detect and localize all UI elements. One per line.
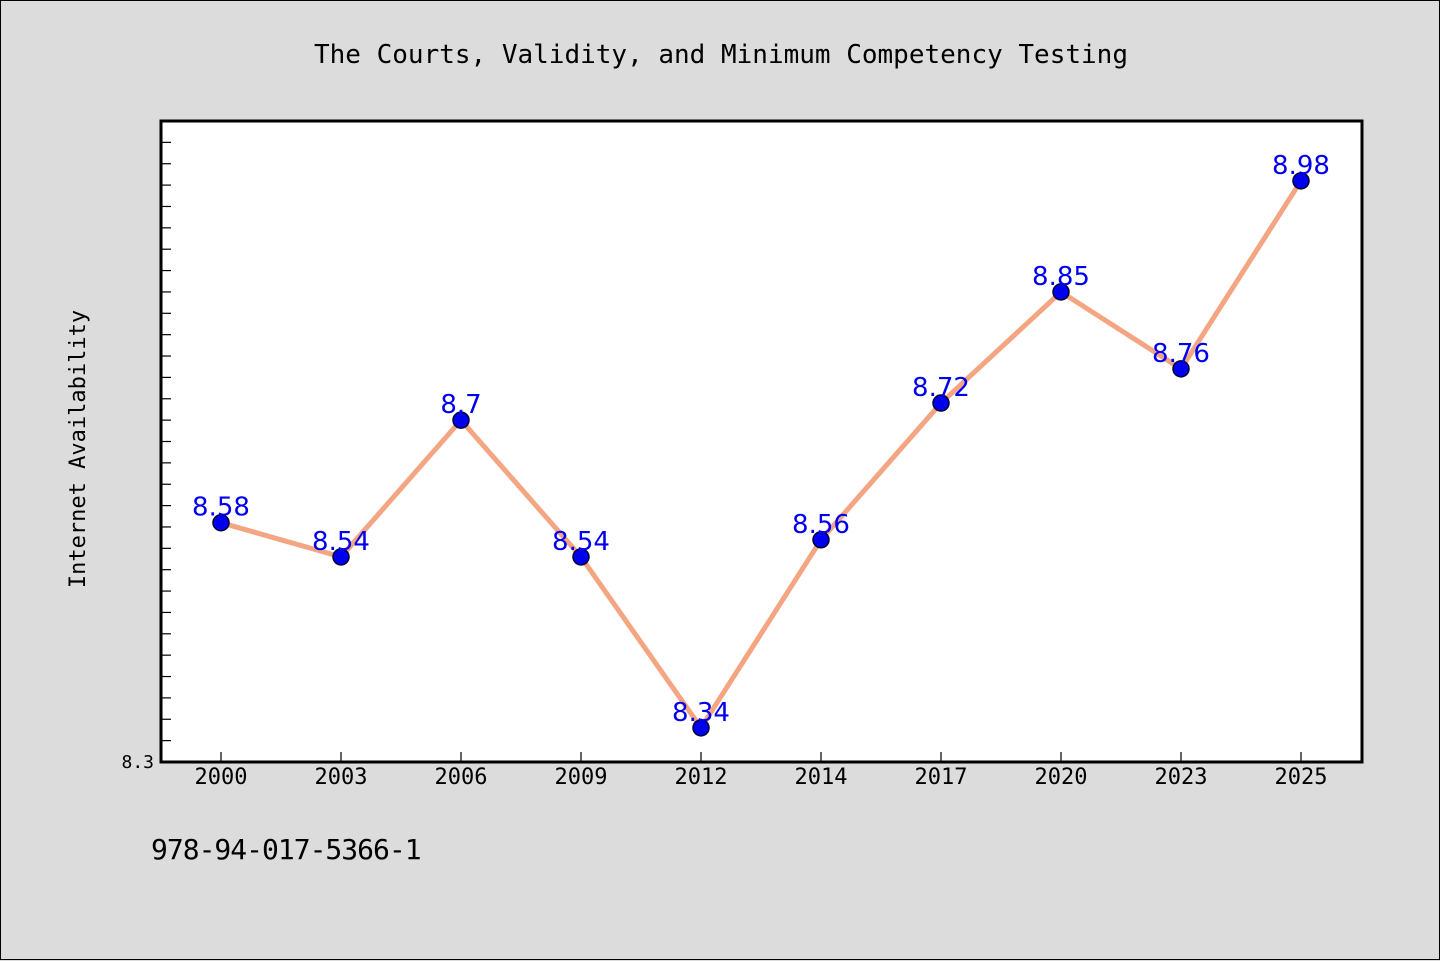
data-point xyxy=(572,548,590,566)
data-label: 8.34 xyxy=(672,698,730,728)
data-label: 8.54 xyxy=(552,527,610,557)
x-ticks xyxy=(220,752,1302,762)
data-point xyxy=(1172,360,1190,378)
data-label: 8.54 xyxy=(312,527,370,557)
data-point xyxy=(332,548,350,566)
x-tick-label: 2023 xyxy=(1155,765,1208,790)
y-axis-label: Internet Availability xyxy=(66,310,91,588)
data-point xyxy=(692,719,710,737)
data-labels: 8.58 8.54 8.7 8.54 8.34 8.56 8.72 8.85 8.76 8.98 xyxy=(192,151,1330,728)
data-label: 8.56 xyxy=(792,510,850,540)
data-label: 8.58 xyxy=(192,493,250,523)
data-point xyxy=(212,513,230,532)
data-label: 8.76 xyxy=(1152,339,1210,369)
x-tick-label: 2020 xyxy=(1035,765,1088,790)
data-label: 8.72 xyxy=(912,373,970,403)
y-tick-label: 8.3 xyxy=(121,752,154,773)
y-minor-ticks xyxy=(161,141,171,742)
data-point xyxy=(932,394,950,412)
chart-title: The Courts, Validity, and Minimum Compet… xyxy=(314,40,1128,70)
x-tick-label: 2009 xyxy=(555,765,608,790)
series-line xyxy=(220,179,1304,731)
data-label: 8.98 xyxy=(1272,151,1330,181)
data-label: 8.85 xyxy=(1032,262,1090,292)
x-tick-label: 2017 xyxy=(915,765,968,790)
x-tick-label: 2003 xyxy=(315,765,368,790)
data-point xyxy=(812,531,830,549)
plot-area xyxy=(159,119,1364,764)
data-markers xyxy=(212,172,1310,737)
x-tick-labels: 2000 2003 2006 2009 2012 2014 2017 2020 2023 2025 xyxy=(195,765,1328,790)
x-tick-label: 2014 xyxy=(795,765,848,790)
data-point xyxy=(452,411,470,429)
x-tick-label: 2006 xyxy=(435,765,488,790)
data-point xyxy=(1292,172,1310,190)
isbn-text: 978-94-017-5366-1 xyxy=(151,833,422,866)
x-tick-label: 2000 xyxy=(195,765,248,790)
data-point xyxy=(1052,283,1070,301)
data-label: 8.7 xyxy=(440,390,481,420)
x-tick-label: 2012 xyxy=(675,765,728,790)
x-tick-label: 2025 xyxy=(1275,765,1328,790)
